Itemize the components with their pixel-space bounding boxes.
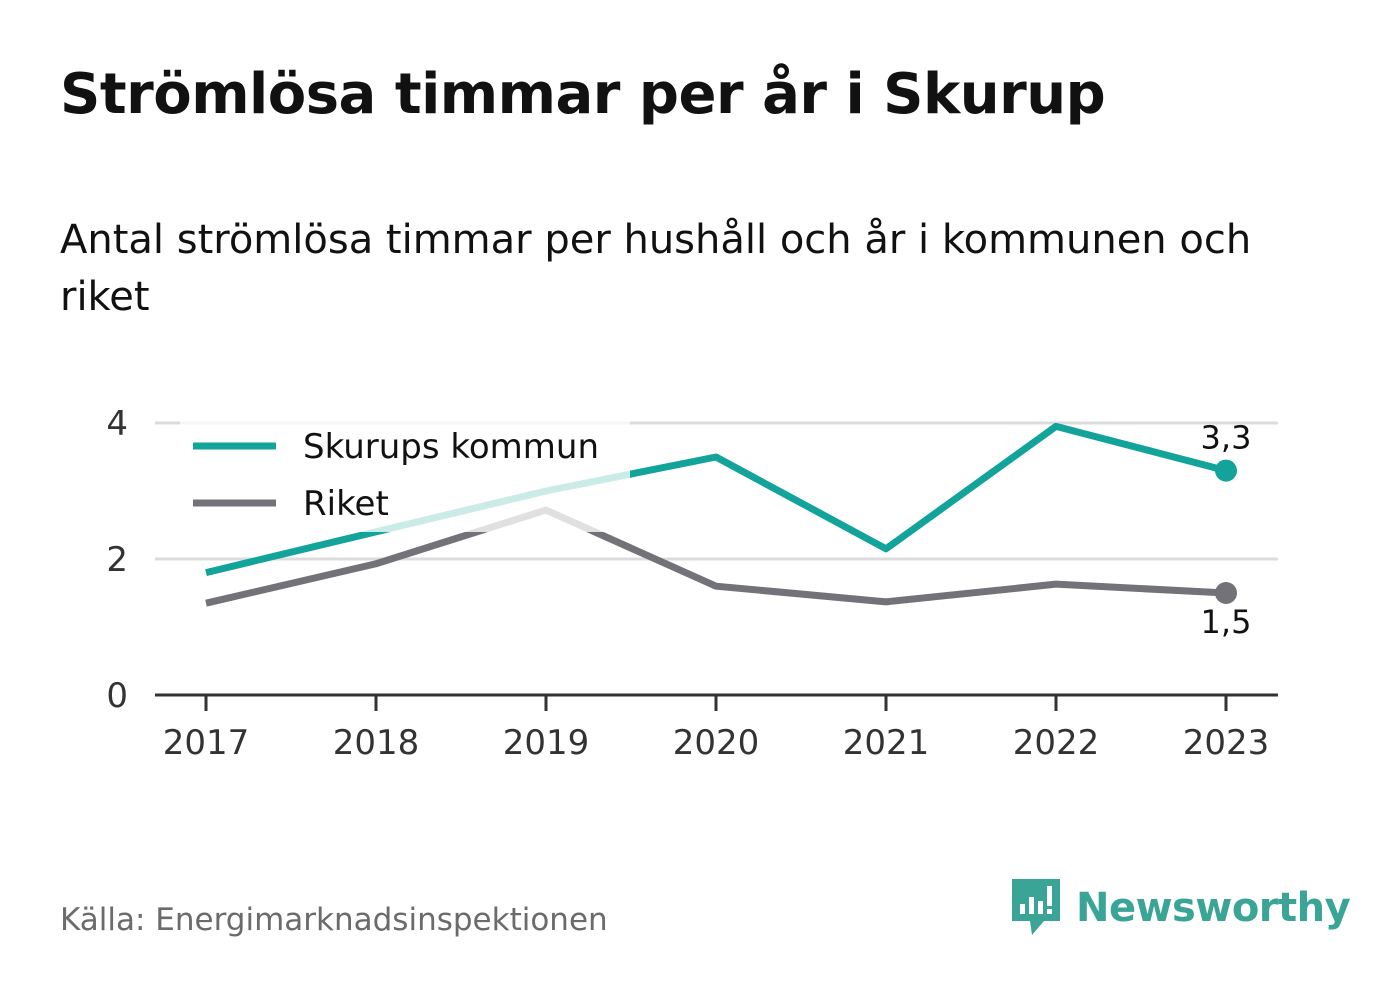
legend-background [180, 420, 630, 532]
x-tick-label: 2022 [1013, 723, 1100, 763]
x-tick-label: 2020 [673, 723, 760, 763]
x-tick-label: 2019 [503, 723, 590, 763]
x-tick-label: 2017 [163, 723, 250, 763]
end-value-label: 3,3 [1201, 419, 1252, 457]
x-tick-label: 2021 [843, 723, 930, 763]
series-end-point [1215, 459, 1237, 482]
y-tick-label: 4 [106, 404, 128, 444]
data-labels: 3,3 1,5 [1201, 419, 1252, 641]
series-line-1 [205, 506, 1227, 607]
end-value-label: 1,5 [1201, 603, 1252, 641]
axes: 0 2 4 2017 2018 2019 2020 2021 2022 2023 [106, 404, 1278, 763]
legend-label: Riket [303, 484, 389, 524]
source-note: Källa: Energimarknadsinspektionen [60, 902, 608, 938]
x-tick-label: 2018 [333, 723, 420, 763]
legend-label: Skurups kommun [303, 427, 599, 467]
y-tick-label: 2 [106, 540, 128, 580]
chart-title: Strömlösa timmar per år i Skurup [60, 62, 1106, 127]
brand-name: Newsworthy [1076, 885, 1351, 931]
series-end-point [1215, 582, 1237, 604]
x-tick-label: 2023 [1183, 723, 1270, 763]
y-tick-label: 0 [106, 676, 128, 716]
newsworthy-logo-icon [1012, 879, 1060, 935]
legend: Skurups kommun Riket [180, 420, 630, 532]
chart-subtitle: Antal strömlösa timmar per hushåll och å… [60, 217, 1252, 320]
brand-logo: Newsworthy [1010, 876, 1351, 940]
